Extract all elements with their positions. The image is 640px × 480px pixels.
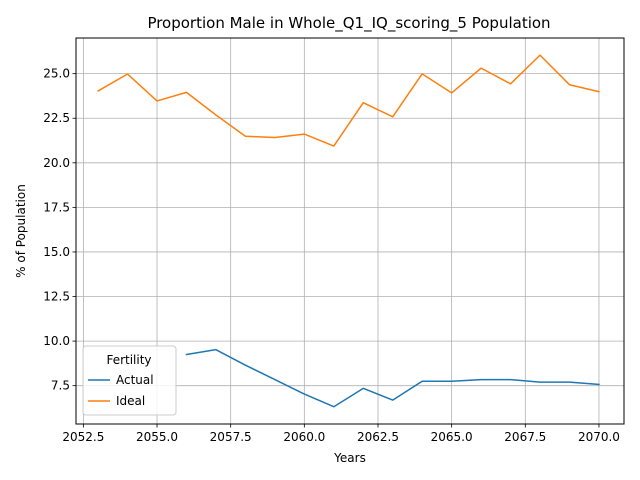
x-tick-label: 2060.0	[283, 430, 325, 444]
y-tick-label: 22.5	[43, 111, 70, 125]
series-line-actual	[185, 348, 600, 408]
legend-box	[82, 345, 177, 416]
x-tick-label: 2062.5	[357, 430, 399, 444]
x-tick-label: 2065.0	[431, 430, 473, 444]
series-line-ideal	[97, 54, 600, 147]
x-tick-label: 2055.0	[136, 430, 178, 444]
y-axis-ticks: 7.5 10.0 12.5 15.0 17.5 20.0 22.5 25.0	[43, 67, 76, 393]
x-tick-label: 2052.5	[62, 430, 104, 444]
series-layer	[97, 54, 600, 408]
y-tick-label: 12.5	[43, 290, 70, 304]
y-tick-label: 7.5	[51, 379, 70, 393]
chart-title: Proportion Male in Whole_Q1_IQ_scoring_5…	[147, 14, 550, 33]
legend-title: Fertility	[106, 353, 151, 367]
plot-frame	[75, 37, 625, 425]
legend-label-ideal: Ideal	[116, 394, 145, 408]
legend: Fertility Actual Ideal	[82, 345, 177, 416]
x-axis-ticks: 2052.5 2055.0 2057.5 2060.0 2062.5 2065.0 2067…	[62, 424, 620, 444]
x-tick-label: 2070.0	[578, 430, 620, 444]
legend-label-actual: Actual	[116, 373, 154, 387]
y-tick-label: 17.5	[43, 200, 70, 214]
y-axis-label: % of Population	[14, 184, 28, 278]
y-tick-label: 10.0	[43, 334, 70, 348]
y-tick-label: 15.0	[43, 245, 70, 259]
x-tick-label: 2057.5	[210, 430, 252, 444]
y-tick-label: 25.0	[43, 67, 70, 81]
y-tick-label: 20.0	[43, 156, 70, 170]
x-axis-label: Years	[333, 451, 366, 465]
x-tick-label: 2067.5	[504, 430, 546, 444]
